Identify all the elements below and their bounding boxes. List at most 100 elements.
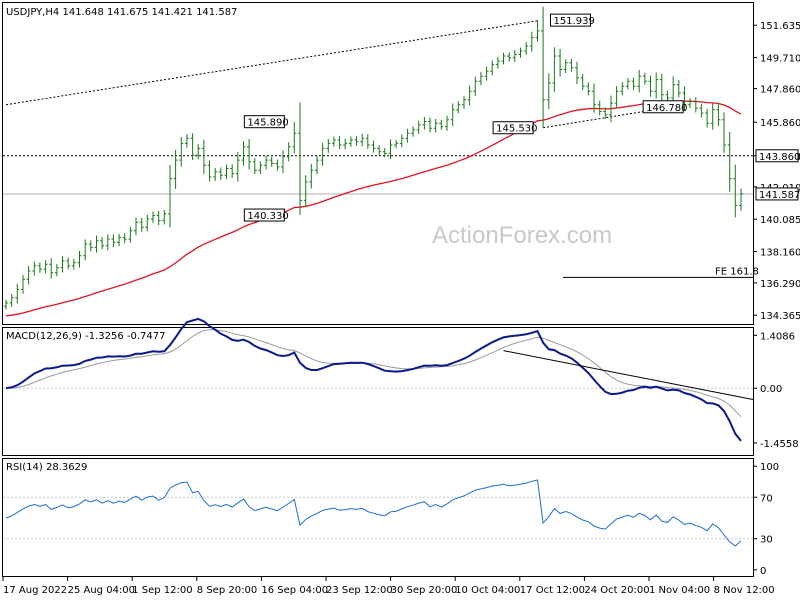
- price-label: 145.890: [247, 118, 288, 129]
- ohlc-bar: [122, 233, 127, 244]
- ohlc-bar: [252, 158, 257, 174]
- level-box-label: 143.860: [759, 152, 800, 163]
- ohlc-bar: [654, 72, 659, 99]
- ohlc-bar: [592, 83, 596, 113]
- macd-label: MACD(12,26,9) -1.3256 -0.7477: [6, 331, 166, 342]
- ohlc-bar: [439, 119, 444, 130]
- ohlc-bar: [196, 144, 201, 160]
- ohlc-bar: [43, 260, 48, 274]
- ohlc-bar: [580, 73, 585, 91]
- y-tick-label: 151.635: [760, 21, 800, 32]
- rsi-y-tick-label: 70: [760, 493, 773, 504]
- y-tick-label: 138.160: [760, 247, 800, 258]
- macd-line: [5, 317, 742, 442]
- x-tick-label: 1 Sep 12:00: [132, 585, 192, 596]
- ohlc-bar: [151, 211, 155, 223]
- main-panel-frame: [2, 2, 754, 325]
- ohlc-bar: [541, 6, 546, 128]
- price-label-box: [492, 121, 534, 135]
- ohlc-bar: [676, 80, 681, 98]
- ohlc-bar: [117, 233, 122, 247]
- ohlc-bar: [614, 86, 619, 109]
- ohlc-bar: [207, 160, 212, 182]
- y-tick-label: 140.085: [760, 215, 800, 226]
- ohlc-bar: [235, 151, 240, 182]
- y-tick-label: 136.290: [760, 279, 800, 290]
- ohlc-bar: [597, 100, 602, 116]
- ohlc-bar: [739, 188, 743, 211]
- ohlc-bar: [388, 139, 393, 159]
- ohlc-bar: [642, 72, 647, 85]
- ohlc-bar: [94, 235, 99, 253]
- x-tick-label: 23 Sep 12:00: [326, 585, 393, 596]
- ohlc-bar: [575, 61, 579, 85]
- level-box-label: 141.587: [759, 190, 800, 201]
- ohlc-bar: [337, 136, 342, 149]
- x-tick-label: 16 Sep 04:00: [261, 585, 328, 596]
- x-tick-label: 8 Sep 20:00: [197, 585, 257, 596]
- ohlc-bar: [247, 139, 252, 170]
- ohlc-bar: [286, 142, 291, 162]
- ohlc-bar: [716, 103, 721, 127]
- ohlc-bar: [66, 257, 71, 270]
- y-tick-label: 147.860: [760, 85, 800, 96]
- x-tick-label: 10 Oct 04:00: [455, 585, 520, 596]
- ohlc-bar: [354, 135, 359, 146]
- ohlc-bar: [105, 234, 110, 251]
- ohlc-bar: [224, 164, 229, 180]
- ohlc-bar: [71, 258, 76, 270]
- ohlc-bar: [54, 263, 59, 277]
- ohlc-bar: [298, 102, 302, 215]
- ohlc-bar: [490, 60, 495, 76]
- ohlc-bar: [473, 76, 478, 96]
- ohlc-bar: [168, 165, 172, 228]
- ohlc-bar: [162, 210, 167, 225]
- ohlc-bar: [637, 70, 642, 93]
- ohlc-bar: [173, 149, 178, 189]
- ohlc-bar: [620, 82, 625, 96]
- fe-label: FE 161.8: [715, 266, 759, 277]
- ohlc-bar: [682, 86, 687, 112]
- ohlc-bar: [377, 145, 382, 155]
- ohlc-bar: [648, 75, 653, 97]
- watermark: ActionForex.com: [432, 222, 612, 249]
- ohlc-bar: [524, 42, 529, 55]
- x-tick-label: 8 Nov 12:00: [714, 585, 775, 596]
- price-label: 146.780: [646, 103, 687, 114]
- ohlc-bar: [518, 47, 523, 58]
- ohlc-bar: [428, 117, 432, 133]
- ohlc-bar: [128, 226, 133, 243]
- x-tick-label: 24 Oct 20:00: [584, 585, 649, 596]
- ohlc-bar: [552, 47, 557, 92]
- symbol-info: USDJPY,H4 141.648 141.675 141.421 141.58…: [6, 7, 237, 18]
- ohlc-bar: [422, 116, 427, 130]
- ohlc-bar: [371, 140, 376, 153]
- ohlc-bar: [569, 58, 574, 72]
- ohlc-bar: [722, 112, 726, 153]
- ohlc-bar: [699, 103, 704, 118]
- ohlc-bar: [625, 78, 630, 90]
- ohlc-bar: [49, 258, 54, 279]
- ohlc-bar: [535, 20, 540, 42]
- ohlc-bar: [309, 163, 314, 189]
- x-tick-label: 30 Sep 20:00: [391, 585, 458, 596]
- ohlc-bar: [705, 108, 710, 128]
- ohlc-bar: [60, 256, 65, 273]
- ohlc-bar: [462, 95, 466, 109]
- ohlc-bar: [727, 132, 732, 192]
- ohlc-bar: [111, 234, 116, 248]
- rsi-panel-frame: [2, 458, 754, 577]
- ohlc-bar: [546, 73, 551, 110]
- price-label-box: [642, 100, 684, 114]
- rsi-y-tick-label: 30: [760, 535, 773, 546]
- ohlc-bar: [88, 240, 93, 252]
- ohlc-bar: [659, 73, 664, 101]
- ohlc-bar: [218, 167, 223, 180]
- ohlc-bar: [450, 103, 455, 127]
- ohlc-bar: [9, 294, 14, 307]
- ohlc-bar: [416, 120, 421, 134]
- ohlc-bar: [258, 161, 263, 174]
- ohlc-bar: [21, 275, 25, 294]
- macd-trendline: [503, 350, 754, 401]
